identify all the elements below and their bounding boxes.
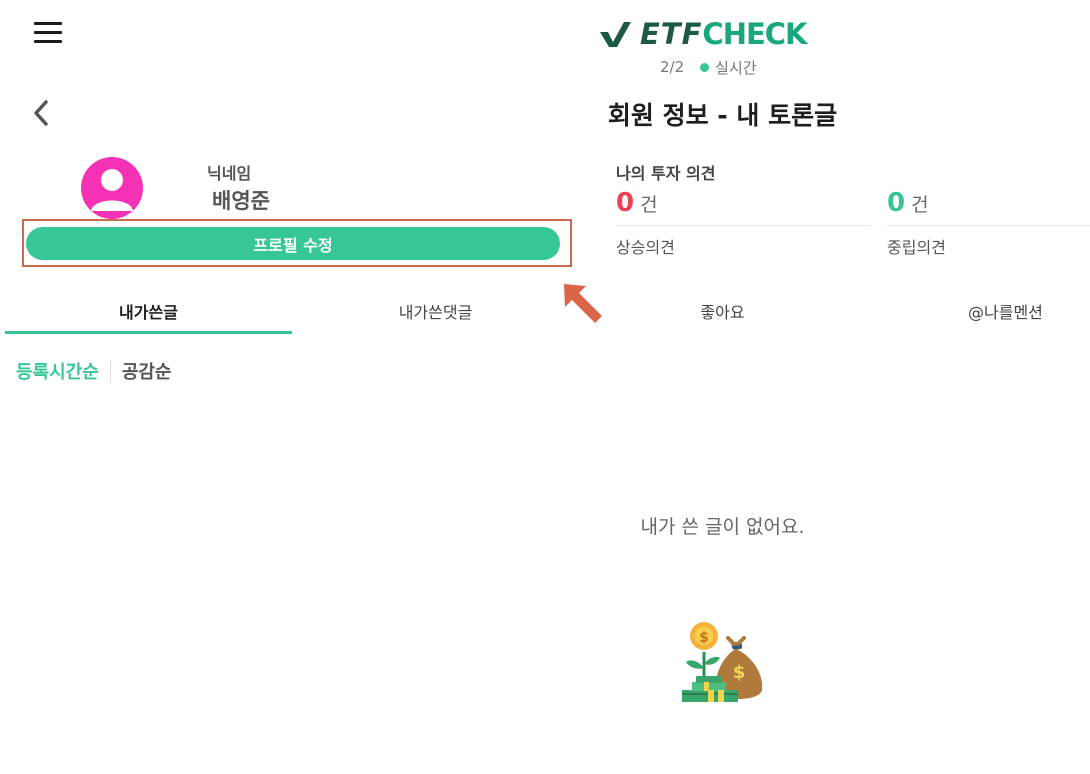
svg-text:$: $ xyxy=(733,662,746,683)
live-dot-icon xyxy=(700,62,710,72)
logo-text-check: CHECK xyxy=(702,17,807,51)
page-title: 회원 정보 - 내 토론글 xyxy=(607,101,838,130)
tab-mentions[interactable]: @나를멘션 xyxy=(968,303,1043,322)
svg-text:$: $ xyxy=(699,630,709,646)
neutral-count-value: 0 xyxy=(887,188,906,218)
tab-likes[interactable]: 좋아요 xyxy=(700,303,745,322)
hamburger-menu-icon[interactable] xyxy=(28,18,68,50)
nickname-value: 배영준 xyxy=(212,189,270,213)
active-tab-indicator xyxy=(5,331,292,334)
investment-opinion-title: 나의 투자 의견 xyxy=(616,164,716,183)
neutral-count-unit: 건 xyxy=(911,194,929,216)
user-avatar-icon xyxy=(81,157,143,219)
divider xyxy=(109,360,111,382)
chevron-left-icon[interactable] xyxy=(28,96,54,130)
nickname-label: 닉네임 xyxy=(207,164,252,183)
sort-options: 등록시간순 공감순 xyxy=(16,358,172,384)
neutral-opinion-count: 0 건 xyxy=(887,188,929,218)
empty-message: 내가 쓴 글이 없어요. xyxy=(640,516,805,538)
etf-check-logo[interactable]: ETF CHECK xyxy=(598,16,808,52)
sort-by-time[interactable]: 등록시간순 xyxy=(16,362,99,383)
rise-count-unit: 건 xyxy=(640,194,658,216)
divider xyxy=(887,225,1090,226)
neutral-opinion-label: 중립의견 xyxy=(887,238,946,257)
live-status-label: 실시간 xyxy=(715,58,757,77)
tab-my-posts[interactable]: 내가쓴글 xyxy=(119,303,178,322)
money-bag-plant-icon: $ $ xyxy=(678,618,768,706)
realtime-status: 2/2 실시간 xyxy=(660,56,790,78)
divider xyxy=(616,225,871,226)
checkmark-logo-icon xyxy=(600,22,631,47)
highlight-box xyxy=(22,219,572,267)
edit-profile-button[interactable]: 프로필 수정 xyxy=(26,227,560,260)
page-indicator: 2/2 xyxy=(660,58,685,76)
rise-opinion-count: 0 건 xyxy=(616,188,658,218)
rise-opinion-label: 상승의견 xyxy=(616,238,675,257)
rise-count-value: 0 xyxy=(616,188,635,218)
annotation-arrow-icon xyxy=(560,280,606,326)
logo-text-etf: ETF xyxy=(640,17,703,51)
sort-by-likes[interactable]: 공감순 xyxy=(121,362,172,383)
tab-my-comments[interactable]: 내가쓴댓글 xyxy=(398,303,473,322)
